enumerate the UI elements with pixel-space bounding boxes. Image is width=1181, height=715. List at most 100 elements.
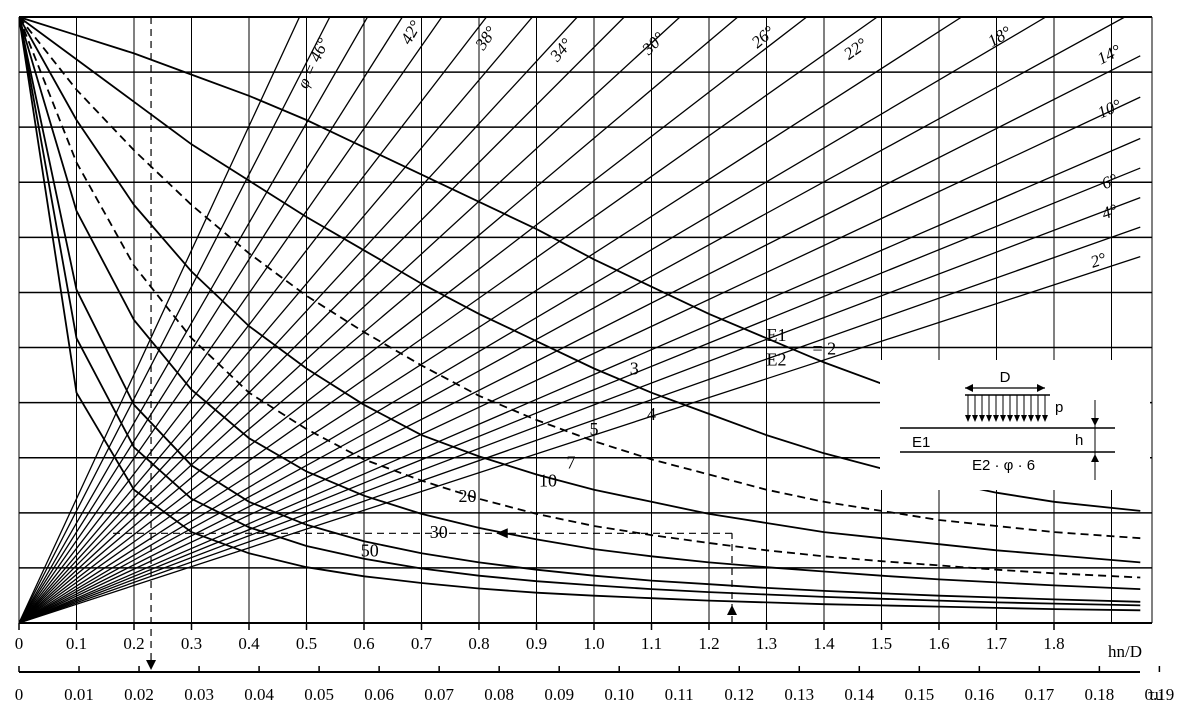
- x-tick-label: 0.5: [296, 634, 317, 653]
- x-tick-label: 1.1: [641, 634, 662, 653]
- ratio-curve: [19, 17, 1141, 603]
- x-tick-label: 0.3: [181, 634, 202, 653]
- ratio-curve-label: 10: [539, 471, 557, 491]
- ratio-curve-label: 4: [647, 404, 656, 424]
- x-tick-label: 0.8: [468, 634, 489, 653]
- phi-ray: [19, 17, 331, 623]
- tau-tick-label: 0.13: [784, 685, 814, 704]
- phi-ray-family: [19, 17, 1141, 623]
- inset-load-arrowhead: [1035, 415, 1041, 422]
- inset-layer2-label: E2 · φ · 6: [972, 457, 1035, 474]
- x-tick-label: 1.2: [698, 634, 719, 653]
- x-tick-label: 1.3: [756, 634, 777, 653]
- ratio-curve-label: 50: [361, 540, 379, 560]
- phi-ray-label: 2°: [1088, 249, 1109, 272]
- phi-ray: [19, 17, 808, 623]
- tau-tick-label: 0.12: [724, 685, 754, 704]
- phi-ray-label: 34°: [545, 34, 576, 65]
- phi-ray-label: 38°: [471, 23, 501, 54]
- ratio-curve-label: 5: [590, 419, 599, 439]
- phi-ray: [19, 17, 681, 623]
- phi-ray: [19, 55, 1141, 623]
- phi-ray: [19, 196, 1141, 623]
- inset-thickness-arrow-top: [1091, 418, 1099, 426]
- phi-ray: [19, 226, 1141, 623]
- tau-tick-label: 0.11: [665, 685, 694, 704]
- tau-tick-label: 0: [15, 685, 24, 704]
- inset-load-arrowhead: [1000, 415, 1006, 422]
- phi-ray-label: 26°: [748, 22, 779, 52]
- example-path: [108, 17, 737, 670]
- phi-ray: [19, 167, 1141, 623]
- loading-diagram: Dp E1 E2 · φ · 6 h: [880, 360, 1150, 490]
- x-tick-label: 0.1: [66, 634, 87, 653]
- inset-load-arrowhead: [965, 415, 971, 422]
- x-tick-label: 0.4: [238, 634, 260, 653]
- x-axis-label: hn/D: [1108, 642, 1142, 661]
- tau-tick-label: 0.10: [604, 685, 634, 704]
- ratio-curve: [19, 17, 1141, 607]
- ratio-curve-family: [19, 17, 1141, 612]
- x-tick-label: 1.6: [928, 634, 949, 653]
- tau-tick-label: 0.17: [1024, 685, 1054, 704]
- ratio-curve: [19, 17, 1141, 540]
- tau-tick-label: 0.19: [1145, 685, 1175, 704]
- inset-load-arrowhead: [979, 415, 985, 422]
- example-arrow-down: [146, 660, 157, 670]
- phi-ray: [19, 17, 578, 623]
- tau-tick-label: 0.09: [544, 685, 574, 704]
- phi-ray-label: 22°: [840, 34, 871, 63]
- phi-ray-label: 42°: [397, 17, 425, 47]
- inset-load-arrowhead: [1021, 415, 1027, 422]
- x-tick-label: 1.5: [871, 634, 892, 653]
- phi-ray: [19, 17, 739, 623]
- inset-width-arrow-left: [965, 384, 973, 392]
- ratio-fraction-numerator: E1: [767, 325, 787, 345]
- ratio-curve-label: = 2: [813, 339, 837, 359]
- ratio-fraction-denominator: E2: [767, 349, 787, 369]
- phi-ray-label: 6°: [1099, 170, 1120, 193]
- phi-ray-label: 4°: [1099, 200, 1120, 223]
- x-tick-label: 1.4: [813, 634, 835, 653]
- tau-tick-label: 0.07: [424, 685, 454, 704]
- phi-ray: [19, 17, 301, 623]
- tau-tick-label: 0.18: [1085, 685, 1115, 704]
- example-arrow: [496, 528, 508, 539]
- x-tick-label: 1.0: [583, 634, 604, 653]
- phi-ray-label: 14°: [1094, 41, 1124, 69]
- phi-ray-label: φ = 46°: [293, 35, 333, 91]
- inset-background: [880, 360, 1150, 490]
- inset-load-arrowhead: [986, 415, 992, 422]
- x-tick-label: 0.6: [353, 634, 374, 653]
- phi-ray-label: 30°: [638, 28, 669, 59]
- phi-ray: [19, 17, 487, 623]
- ratio-curve-label: 3: [630, 359, 639, 379]
- inset-width-arrow-right: [1037, 384, 1045, 392]
- inset-layer1-label: E1: [912, 434, 930, 451]
- tau-axis-label: τu: [1148, 685, 1164, 704]
- inset-thickness-label: h: [1075, 432, 1083, 449]
- tau-tick-label: 0.02: [124, 685, 154, 704]
- x-tick-label: 0.2: [123, 634, 144, 653]
- ratio-curve: [19, 17, 1141, 579]
- tau-tick-label: 0.15: [904, 685, 934, 704]
- tau-tick-label: 0.06: [364, 685, 394, 704]
- phi-ray: [19, 17, 403, 623]
- x-tick-label: 1.7: [986, 634, 1008, 653]
- phi-ray: [19, 17, 1126, 623]
- inset-width-label: D: [1000, 369, 1011, 386]
- ratio-curve: [19, 17, 1141, 590]
- inset-load-arrowhead: [1014, 415, 1020, 422]
- ratio-curve: [19, 17, 1141, 564]
- tau-tick-label: 0.03: [184, 685, 214, 704]
- phi-ray: [19, 17, 1047, 623]
- phi-ray: [19, 137, 1141, 623]
- example-arrow-up: [727, 605, 737, 615]
- x-tick-label: 0.9: [526, 634, 547, 653]
- tau-tick-label: 0.14: [844, 685, 874, 704]
- ratio-curve: [19, 17, 1141, 612]
- phi-ray: [19, 17, 878, 623]
- ratio-curve-label: 30: [430, 522, 448, 542]
- tau-tick-label: 0.16: [964, 685, 994, 704]
